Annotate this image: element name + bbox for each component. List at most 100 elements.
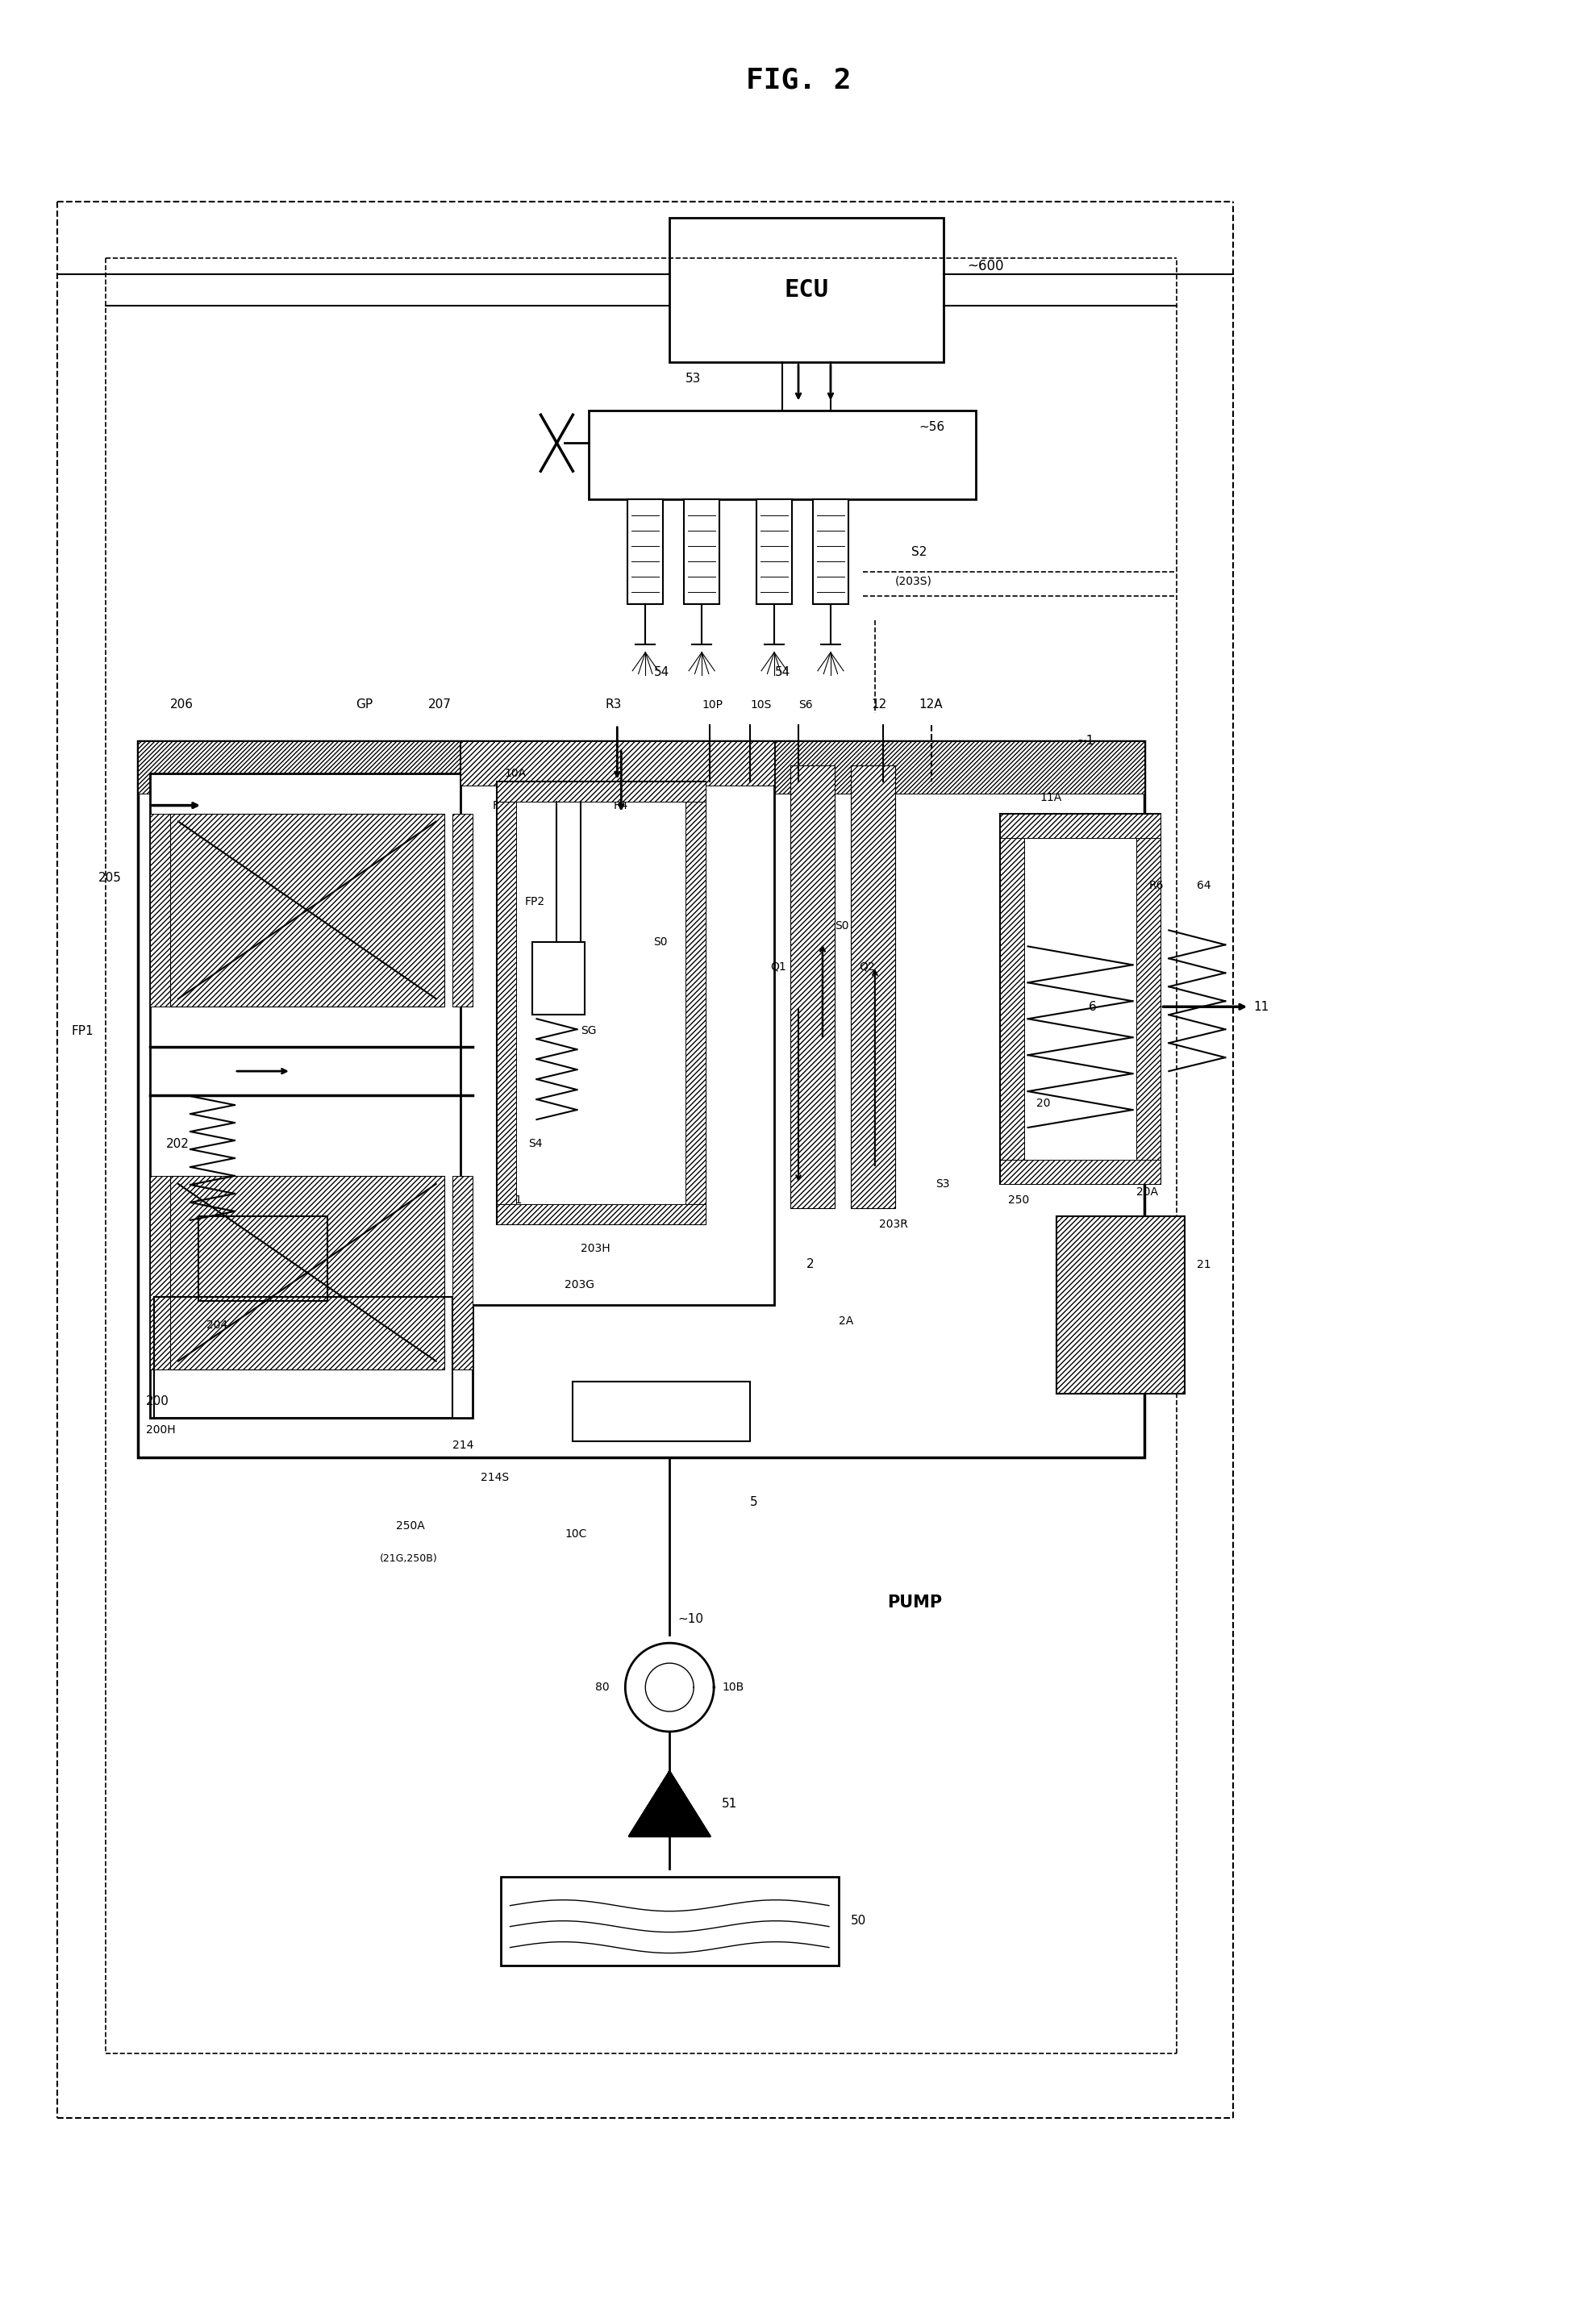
Text: 11A: 11A [1041,792,1061,804]
Text: 80: 80 [595,1681,610,1693]
Text: ECU: ECU [784,278,828,301]
Bar [501,1877,838,1966]
Text: 204: 204 [206,1318,228,1330]
Text: 12A: 12A [919,698,943,710]
Bar [851,765,895,1208]
Text: FP1: FP1 [72,1024,94,1036]
Bar [198,1215,327,1300]
Bar [533,942,586,1015]
Text: 214S: 214S [480,1472,509,1484]
Bar [150,813,171,1006]
Text: ~1: ~1 [1076,735,1095,747]
Text: 12: 12 [871,698,886,710]
Bar [1057,1215,1184,1394]
Bar [670,218,943,363]
Text: S2: S2 [911,547,927,558]
Text: 203R: 203R [879,1220,908,1229]
Text: S0: S0 [835,921,849,933]
Text: 2: 2 [806,1259,814,1270]
Text: 10B: 10B [721,1681,744,1693]
Text: 64: 64 [1197,880,1211,891]
Text: 214: 214 [452,1440,474,1452]
Bar [589,411,975,498]
Text: (203S): (203S) [895,577,932,588]
Text: 203G: 203G [565,1279,595,1291]
Text: 250A: 250A [396,1521,425,1532]
Bar [999,813,1160,1183]
Text: SG: SG [581,1024,597,1036]
Text: 21: 21 [1197,1259,1211,1270]
Text: R3: R3 [605,698,621,710]
Text: 200: 200 [147,1394,169,1408]
Text: 201: 201 [501,1194,522,1206]
Bar [1136,813,1160,1183]
Bar [496,1204,705,1224]
Text: S0: S0 [653,937,667,949]
Text: PUMP: PUMP [887,1594,942,1610]
Bar [686,781,705,1224]
Bar [496,781,705,1224]
Text: S4: S4 [528,1137,543,1148]
Text: 54: 54 [774,666,790,678]
Bar [171,1176,444,1369]
Text: 10A: 10A [504,767,527,779]
Bar [150,1176,171,1369]
Text: 20: 20 [1036,1098,1050,1109]
Bar [452,813,472,1006]
Bar [137,742,1144,1459]
Text: 206: 206 [171,698,193,710]
Text: 6: 6 [1088,1001,1096,1013]
Bar [452,1176,472,1369]
Bar [496,781,517,1224]
Text: 53: 53 [686,372,701,384]
Bar [155,1298,452,1417]
Bar [1057,1215,1184,1394]
Bar [999,813,1025,1183]
Bar [460,742,774,1305]
Text: 51: 51 [721,1799,737,1810]
Text: 2A: 2A [838,1316,854,1325]
Bar [812,498,849,604]
Text: 202: 202 [166,1137,190,1151]
Text: 205: 205 [99,873,121,884]
Bar [460,742,774,786]
Text: ~600: ~600 [967,260,1004,273]
Text: FIG. 2: FIG. 2 [745,67,851,94]
Text: 203H: 203H [581,1243,611,1254]
Bar [171,813,444,1006]
Text: 11: 11 [1253,1001,1269,1013]
Text: 10C: 10C [565,1528,587,1539]
Bar [150,774,472,1417]
Text: 10S: 10S [750,698,771,710]
Bar [496,781,705,802]
Text: Q1: Q1 [771,960,787,972]
Text: 54: 54 [654,666,669,678]
Text: GP: GP [356,698,372,710]
Text: 207: 207 [428,698,452,710]
Bar [627,498,662,604]
Bar [573,1380,750,1443]
Text: 5: 5 [750,1495,758,1509]
Bar [685,498,720,604]
Text: R5: R5 [493,799,508,811]
Bar [757,498,792,604]
Text: 20A: 20A [1136,1185,1159,1197]
Text: S3: S3 [935,1178,950,1190]
Bar [790,765,835,1208]
Text: R4: R4 [613,799,627,811]
Text: Q2: Q2 [859,960,875,972]
Text: 200H: 200H [147,1424,176,1436]
Text: (21G,250B): (21G,250B) [380,1553,437,1564]
Text: ~56: ~56 [919,420,945,432]
Text: 10P: 10P [702,698,723,710]
Bar [999,1160,1160,1183]
Text: R6: R6 [1149,880,1163,891]
Text: 50: 50 [851,1916,867,1927]
Bar [999,813,1160,838]
Text: 250: 250 [1007,1194,1029,1206]
Bar [137,742,1144,792]
Text: P12: P12 [666,783,686,795]
Text: S6: S6 [798,698,812,710]
Text: ~10: ~10 [678,1612,704,1624]
Text: FP2: FP2 [525,896,544,907]
